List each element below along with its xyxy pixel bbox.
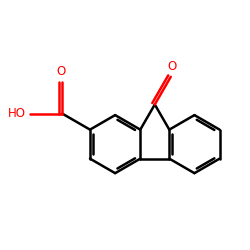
Text: O: O (168, 60, 177, 73)
Text: HO: HO (8, 107, 26, 120)
Text: O: O (56, 65, 66, 78)
